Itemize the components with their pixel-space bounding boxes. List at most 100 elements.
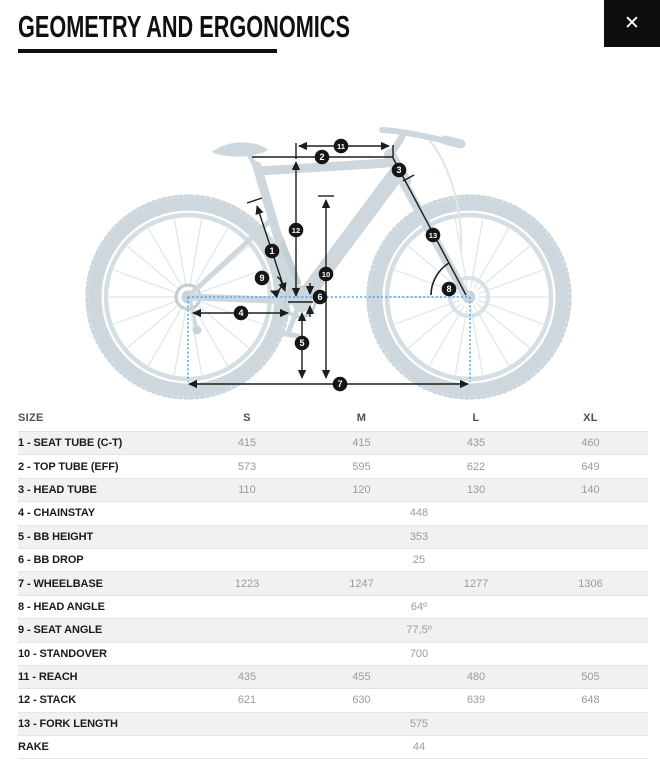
callout-2: 2 (314, 149, 330, 165)
callout-10: 10 (318, 266, 334, 282)
table-row: 1 - SEAT TUBE (C-T) 415 415 435 460 (18, 431, 648, 456)
table-row: 13 - FORK LENGTH 575 (18, 712, 648, 737)
rear-spokes (107, 217, 269, 377)
table-row: 6 - BB DROP 25 (18, 548, 648, 573)
row-value: 110 (190, 478, 304, 503)
geometry-table-header: SIZE S M L XL (18, 404, 648, 432)
title-underline (18, 49, 277, 53)
table-row: 12 - STACK 621 630 639 648 (18, 688, 648, 713)
row-value-merged: 353 (190, 525, 648, 549)
row-value: 649 (533, 454, 648, 479)
page-title-block: GEOMETRY AND ERGONOMICS (18, 9, 492, 53)
page-title: GEOMETRY AND ERGONOMICS (18, 9, 350, 44)
seat-angle-arrow (270, 276, 283, 299)
callout-11: 11 (333, 138, 349, 154)
row-value: 130 (419, 478, 533, 503)
frame-silhouette (187, 127, 471, 339)
row-value: 505 (533, 665, 648, 690)
row-label: 6 - BB DROP (18, 548, 190, 573)
row-value: 120 (304, 478, 419, 503)
row-value: 1247 (304, 571, 419, 596)
row-value-merged: 44 (190, 735, 648, 760)
table-row: 3 - HEAD TUBE 110 120 130 140 (18, 478, 648, 503)
row-label: 11 - REACH (18, 665, 190, 690)
row-value: 415 (190, 431, 304, 456)
svg-text:6: 6 (317, 292, 322, 302)
table-row: RAKE 44 (18, 735, 648, 760)
table-row: 7 - WHEELBASE 1223 1247 1277 1306 (18, 571, 648, 596)
row-value-merged: 25 (190, 548, 648, 573)
svg-text:9: 9 (259, 273, 264, 283)
row-value-merged: 575 (190, 712, 648, 737)
row-label: 12 - STACK (18, 688, 190, 713)
row-value: 140 (533, 478, 648, 503)
row-value: 1223 (190, 571, 304, 596)
row-label: 3 - HEAD TUBE (18, 478, 190, 503)
row-value: 595 (304, 454, 419, 479)
geometry-table: SIZE S M L XL 1 - SEAT TUBE (C-T) 415 415 435 46… (18, 404, 648, 760)
svg-text:5: 5 (299, 338, 304, 348)
row-label: 8 - HEAD ANGLE (18, 595, 190, 620)
close-icon: ✕ (624, 13, 640, 34)
callout-7: 7 (332, 376, 348, 392)
row-value-merged: 64º (190, 595, 648, 620)
callout-8: 8 (441, 281, 457, 297)
svg-text:11: 11 (337, 142, 346, 151)
row-value: 415 (304, 431, 419, 456)
row-value: 1277 (419, 571, 533, 596)
table-row: 4 - CHAINSTAY 448 (18, 501, 648, 526)
row-value-merged: 77,5º (190, 618, 648, 643)
row-label: RAKE (18, 735, 190, 760)
measurement-arrows (188, 141, 469, 389)
svg-text:2: 2 (319, 152, 324, 162)
row-label: 13 - FORK LENGTH (18, 712, 190, 737)
callout-5: 5 (294, 335, 310, 351)
close-button[interactable]: ✕ (604, 0, 660, 47)
svg-text:8: 8 (446, 284, 451, 294)
callout-12: 12 (288, 222, 304, 238)
row-label: 2 - TOP TUBE (EFF) (18, 454, 190, 479)
svg-text:10: 10 (322, 270, 330, 279)
row-label: 4 - CHAINSTAY (18, 501, 190, 526)
row-value-merged: 448 (190, 501, 648, 526)
callout-1: 1 (264, 243, 280, 259)
row-value: 630 (304, 688, 419, 713)
callout-9: 9 (254, 270, 270, 286)
table-row: 9 - SEAT ANGLE 77,5º (18, 618, 648, 643)
callout-4: 4 (233, 305, 249, 321)
row-value: 1306 (533, 571, 648, 596)
row-label: 5 - BB HEIGHT (18, 525, 190, 549)
column-header-s: S (190, 404, 304, 432)
svg-text:12: 12 (292, 226, 300, 235)
callout-6: 6 (312, 289, 328, 305)
table-row: 8 - HEAD ANGLE 64º (18, 595, 648, 620)
column-header-l: L (419, 404, 533, 432)
svg-text:7: 7 (337, 379, 342, 389)
axle-reference-lines (187, 296, 471, 382)
svg-text:4: 4 (238, 308, 243, 318)
table-row: 5 - BB HEIGHT 353 (18, 525, 648, 549)
row-value: 573 (190, 454, 304, 479)
row-value: 435 (419, 431, 533, 456)
table-row: 11 - REACH 435 455 480 505 (18, 665, 648, 690)
row-value-merged: 700 (190, 642, 648, 666)
front-spokes (388, 217, 550, 377)
head-angle-arc (430, 262, 450, 296)
row-value: 648 (533, 688, 648, 713)
row-value: 622 (419, 454, 533, 479)
table-row: 10 - STANDOVER 700 (18, 642, 648, 666)
geometry-table-body: 1 - SEAT TUBE (C-T) 415 415 435 460 2 - TOP T… (18, 431, 648, 760)
callout-13: 13 (425, 227, 441, 243)
table-row: 2 - TOP TUBE (EFF) 573 595 622 649 (18, 454, 648, 479)
row-value: 480 (419, 665, 533, 690)
row-value: 435 (190, 665, 304, 690)
row-value: 639 (419, 688, 533, 713)
svg-text:13: 13 (429, 231, 437, 240)
row-value: 455 (304, 665, 419, 690)
callout-3: 3 (391, 162, 407, 178)
row-value: 621 (190, 688, 304, 713)
svg-text:3: 3 (396, 165, 401, 175)
svg-text:1: 1 (269, 246, 274, 256)
